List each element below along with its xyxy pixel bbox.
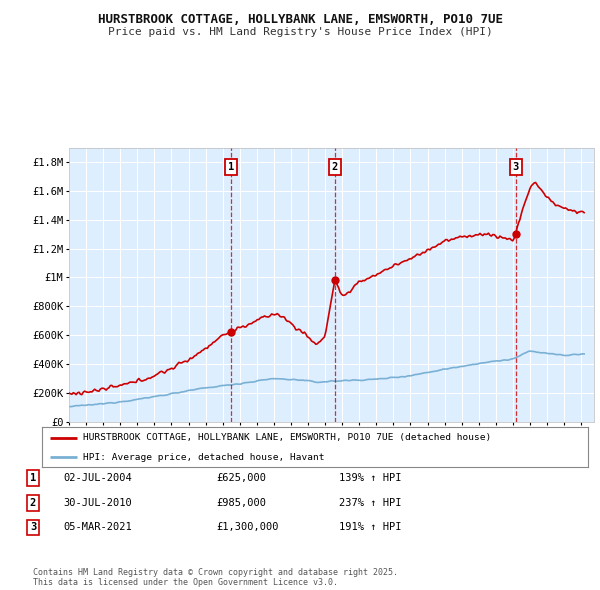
Text: HURSTBROOK COTTAGE, HOLLYBANK LANE, EMSWORTH, PO10 7UE (detached house): HURSTBROOK COTTAGE, HOLLYBANK LANE, EMSW… — [83, 434, 491, 442]
Text: 191% ↑ HPI: 191% ↑ HPI — [339, 523, 401, 532]
Text: 2: 2 — [332, 162, 338, 172]
Text: Contains HM Land Registry data © Crown copyright and database right 2025.
This d: Contains HM Land Registry data © Crown c… — [33, 568, 398, 587]
Text: 05-MAR-2021: 05-MAR-2021 — [63, 523, 132, 532]
Text: 02-JUL-2004: 02-JUL-2004 — [63, 473, 132, 483]
Text: 30-JUL-2010: 30-JUL-2010 — [63, 498, 132, 507]
Text: 2: 2 — [30, 498, 36, 507]
Text: £985,000: £985,000 — [216, 498, 266, 507]
Text: 237% ↑ HPI: 237% ↑ HPI — [339, 498, 401, 507]
Text: 1: 1 — [228, 162, 235, 172]
Text: HURSTBROOK COTTAGE, HOLLYBANK LANE, EMSWORTH, PO10 7UE: HURSTBROOK COTTAGE, HOLLYBANK LANE, EMSW… — [97, 13, 503, 26]
Text: 3: 3 — [512, 162, 519, 172]
Text: £1,300,000: £1,300,000 — [216, 523, 278, 532]
Text: £625,000: £625,000 — [216, 473, 266, 483]
Text: Price paid vs. HM Land Registry's House Price Index (HPI): Price paid vs. HM Land Registry's House … — [107, 27, 493, 37]
Text: 1: 1 — [30, 473, 36, 483]
Text: HPI: Average price, detached house, Havant: HPI: Average price, detached house, Hava… — [83, 453, 325, 462]
Text: 3: 3 — [30, 523, 36, 532]
Text: 139% ↑ HPI: 139% ↑ HPI — [339, 473, 401, 483]
